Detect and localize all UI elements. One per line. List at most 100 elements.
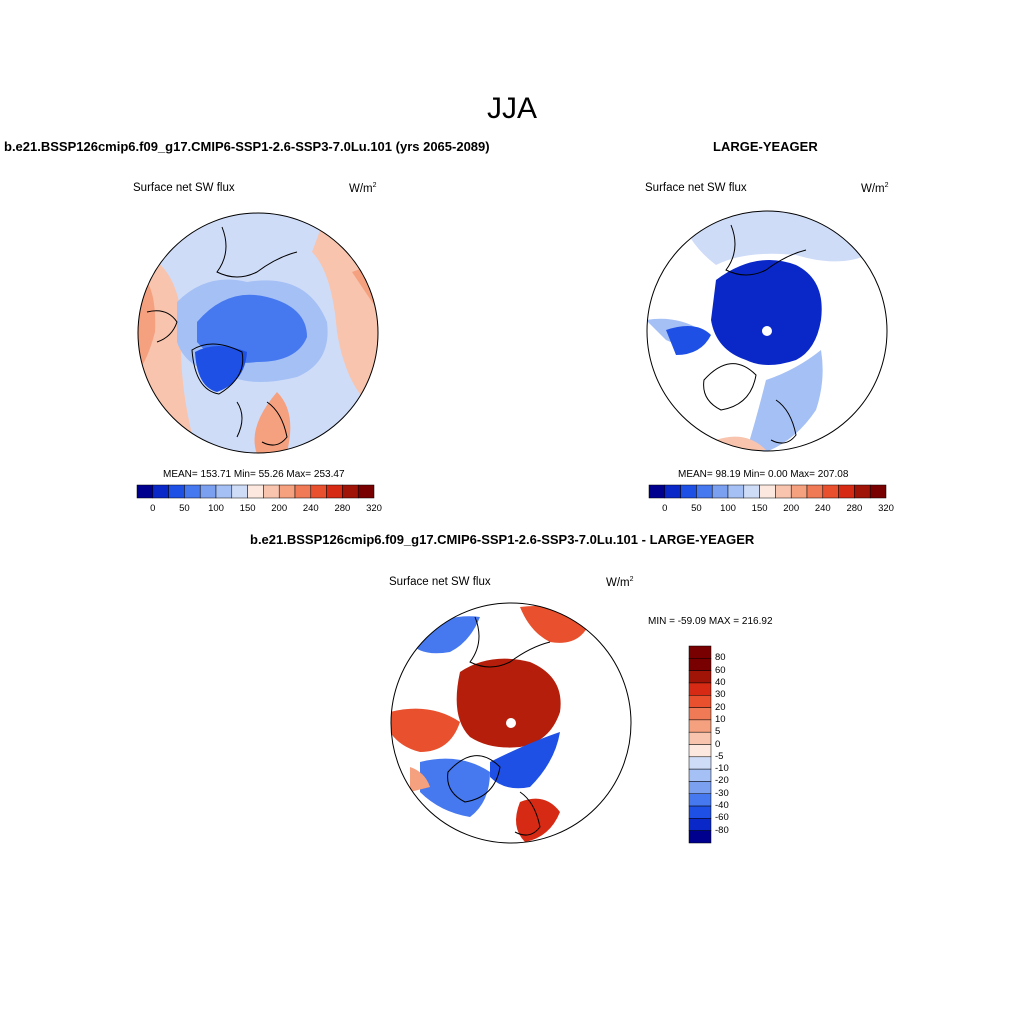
colorbar-tick-label: 150	[239, 503, 256, 514]
map-fill-deep-blue-west	[666, 326, 711, 355]
colorbar-tick-label: 320	[878, 503, 894, 514]
colorbar-tick-label: 100	[720, 503, 736, 514]
colorbar-tick-label: 240	[814, 503, 831, 514]
colorbar-swatch	[688, 707, 712, 721]
colorbar-swatch	[696, 484, 713, 499]
panel-title-model: b.e21.BSSP126cmip6.f09_g17.CMIP6-SSP1-2.…	[4, 139, 490, 154]
colorbar-tick-label: 80	[715, 652, 726, 664]
colorbar-swatch	[688, 670, 712, 684]
map-fill-deep-blue-arctic	[711, 260, 822, 365]
units-label-left: W/m2	[349, 182, 377, 195]
colorbar-swatch	[342, 484, 359, 499]
coastline-scandinavia-right	[770, 399, 797, 444]
figure-title: JJA	[486, 92, 537, 125]
map-fill-deep-blue-nordic	[490, 732, 560, 789]
coastline-siberia-right	[725, 224, 807, 276]
colorbar-tick-label: -30	[715, 787, 729, 799]
colorbar-swatch	[357, 484, 375, 499]
colorbar-swatch	[822, 484, 839, 499]
coastline-alaska	[146, 310, 178, 343]
polar-map-difference	[390, 602, 632, 844]
colorbar-tick-label: -5	[715, 750, 724, 762]
colorbar-swatch	[263, 484, 280, 499]
colorbar-swatch	[215, 484, 233, 499]
colorbar-swatch	[688, 768, 712, 782]
colorbar-tick-label: -80	[715, 824, 729, 836]
colorbar-swatch	[869, 484, 887, 499]
colorbar-tick-label: 60	[715, 664, 726, 676]
minmax-label-diff: MIN = -59.09 MAX = 216.92	[648, 616, 773, 627]
coastline-siberia	[216, 226, 298, 278]
colorbar-swatch	[680, 484, 697, 499]
colorbar-tick-label: 5	[715, 726, 721, 738]
units-label-diff: W/m2	[606, 576, 634, 589]
pole-hole-right	[762, 326, 772, 336]
colorbar-tick-label: 240	[302, 503, 319, 514]
polar-map-model	[137, 212, 379, 454]
pole-hole-diff	[506, 718, 516, 728]
colorbar-left	[136, 484, 375, 499]
map-fill-blue-nw	[410, 616, 480, 654]
colorbar-swatch	[688, 719, 712, 733]
colorbar-tick-label: 320	[366, 503, 382, 514]
colorbar-tick-label: 200	[783, 503, 800, 514]
colorbar-swatch	[727, 484, 745, 499]
colorbar-swatch	[688, 781, 712, 794]
map-fill-salmon-south	[254, 392, 291, 453]
colorbar-swatch	[247, 484, 264, 499]
colorbar-swatch	[854, 484, 871, 499]
colorbar-difference	[688, 645, 712, 844]
colorbar-left-ticks: 0 50 100 150 200 240 280 320	[137, 503, 382, 517]
colorbar-swatch	[664, 484, 681, 499]
coastline-scandinavia	[261, 401, 288, 446]
colorbar-swatch	[278, 484, 296, 499]
colorbar-swatch	[688, 793, 712, 807]
coastline-iceland	[236, 401, 243, 438]
colorbar-swatch	[688, 756, 712, 770]
colorbar-swatch	[743, 484, 760, 499]
colorbar-swatch	[688, 744, 712, 758]
colorbar-swatch	[294, 484, 312, 499]
colorbar-swatch	[326, 484, 343, 499]
coastline-scandinavia-diff	[514, 791, 541, 836]
colorbar-tick-label: -40	[715, 800, 729, 812]
map-fill-red-west	[391, 708, 460, 752]
map-fill-greenland-blue	[195, 346, 247, 392]
map-boundary-right	[646, 210, 888, 452]
colorbar-swatch	[711, 484, 729, 499]
map-boundary-diff	[390, 602, 632, 844]
colorbar-tick-label: 50	[691, 503, 702, 514]
colorbar-tick-label: 150	[751, 503, 768, 514]
colorbar-swatch	[688, 818, 712, 831]
colorbar-tick-label: 200	[271, 503, 288, 514]
colorbar-swatch	[688, 805, 712, 819]
coastline-siberia-diff	[469, 616, 551, 668]
map-fill-salmon-sw	[410, 767, 430, 792]
colorbar-swatch	[688, 731, 712, 745]
colorbar-swatch	[688, 645, 712, 659]
stats-right: MEAN= 98.19 Min= 0.00 Max= 207.08	[678, 469, 849, 480]
colorbar-tick-label: 30	[715, 689, 726, 701]
colorbar-tick-label: 50	[179, 503, 190, 514]
colorbar-swatch	[775, 484, 792, 499]
units-label-right: W/m2	[861, 182, 889, 195]
colorbar-right-ticks: 0 50 100 150 200 240 280 320	[649, 503, 894, 517]
colorbar-tick-label: 0	[662, 503, 668, 514]
stats-left: MEAN= 153.71 Min= 55.26 Max= 253.47	[163, 469, 345, 480]
coastline-greenland-diff	[447, 755, 501, 803]
map-fill-blue-atlantic	[420, 758, 490, 817]
panel-title-difference: b.e21.BSSP126cmip6.f09_g17.CMIP6-SSP1-2.…	[250, 532, 755, 547]
coastline-greenland-right	[703, 363, 757, 411]
colorbar-swatch	[648, 484, 666, 499]
colorbar-swatch	[838, 484, 855, 499]
colorbar-tick-label: 100	[208, 503, 224, 514]
colorbar-swatch	[136, 484, 154, 499]
variable-label-diff: Surface net SW flux	[389, 576, 491, 588]
colorbar-tick-label: 0	[150, 503, 156, 514]
colorbar-swatch	[790, 484, 808, 499]
colorbar-swatch	[688, 830, 712, 844]
colorbar-tick-label: -10	[715, 763, 729, 775]
colorbar-tick-label: 20	[715, 701, 726, 713]
panel-title-obs: LARGE-YEAGER	[713, 139, 818, 154]
colorbar-tick-label: -20	[715, 775, 729, 787]
